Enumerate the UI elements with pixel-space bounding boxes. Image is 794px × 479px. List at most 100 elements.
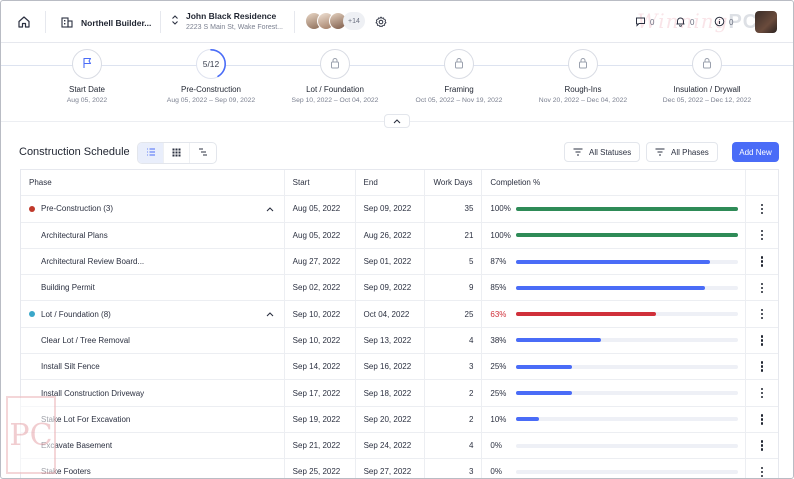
stage-lot-foundation[interactable]: Lot / Foundation Sep 10, 2022 – Oct 04, … — [270, 49, 400, 104]
row-menu-button[interactable] — [746, 275, 778, 300]
table-row[interactable]: Clear Lot / Tree Removal Sep 10, 2022 Sep … — [21, 327, 778, 355]
stage-insulation-drywall[interactable]: Insulation / Drywall Dec 05, 2022 – Dec … — [642, 49, 772, 104]
table-row[interactable]: Architectural Plans Aug 05, 2022 Aug 26, 2… — [21, 222, 778, 249]
completion-cell: 25% — [482, 380, 747, 406]
progress-fill — [516, 312, 657, 317]
work-days-cell: 9 — [425, 275, 483, 301]
status-filter-button[interactable]: All Statuses — [564, 142, 641, 162]
phase-cell: Excavate Basement — [21, 432, 285, 459]
lock-icon — [454, 57, 464, 71]
progress-fill — [516, 259, 710, 264]
phase-cell: Pre-Construction (3) — [21, 196, 285, 222]
messages-button[interactable]: 0 — [635, 16, 654, 29]
stage-label: Insulation / Drywall — [673, 85, 741, 94]
progress-bar — [516, 391, 739, 396]
row-menu-button[interactable] — [746, 407, 778, 432]
completion-percent: 87% — [490, 257, 507, 267]
view-switcher — [137, 142, 217, 164]
col-work-days[interactable]: Work Days — [425, 170, 483, 196]
row-menu-button[interactable] — [746, 223, 778, 248]
phase-cell: Architectural Plans — [21, 222, 285, 248]
table-row[interactable]: Stake Lot For Excavation Sep 19, 2022 Sep … — [21, 406, 778, 433]
row-menu-button[interactable] — [746, 328, 778, 353]
list-view-button[interactable] — [138, 143, 164, 163]
phase-dot — [29, 311, 35, 318]
gantt-view-button[interactable] — [190, 143, 216, 163]
start-cell: Sep 17, 2022 — [285, 380, 356, 406]
stage-circle — [444, 49, 474, 79]
col-phase[interactable]: Phase — [21, 170, 285, 196]
home-icon[interactable] — [17, 15, 31, 29]
row-menu-button[interactable] — [746, 354, 778, 379]
stage-rough-ins[interactable]: Rough-Ins Nov 20, 2022 – Dec 04, 2022 — [518, 49, 648, 104]
end-cell: Sep 16, 2022 — [356, 354, 426, 380]
lock-icon — [330, 57, 340, 71]
completion-cell: 10% — [482, 406, 747, 432]
table-row[interactable]: Install Construction Driveway Sep 17, 202… — [21, 380, 778, 407]
stage-start-date[interactable]: Start Date Aug 05, 2022 — [22, 49, 152, 104]
company-selector[interactable]: Northell Builder... — [61, 15, 151, 30]
progress-bar — [516, 417, 739, 422]
row-menu-button[interactable] — [746, 196, 778, 221]
col-start[interactable]: Start — [285, 170, 356, 196]
phase-name: Architectural Plans — [41, 230, 108, 240]
phase-cell: Building Permit — [21, 275, 285, 301]
col-end[interactable]: End — [356, 170, 426, 196]
table-row[interactable]: Building Permit Sep 02, 2022 Sep 09, 2022 9… — [21, 275, 778, 302]
phase-filter-button[interactable]: All Phases — [646, 142, 718, 162]
alerts-count: 0 — [729, 18, 734, 27]
row-menu-button[interactable] — [746, 380, 778, 405]
progress-bar — [516, 206, 739, 211]
more-vertical-icon — [760, 387, 764, 399]
grid-icon — [172, 148, 181, 159]
stage-pre-construction[interactable]: 5/12 Pre-Construction Aug 05, 2022 – Sep… — [146, 48, 276, 104]
group-row[interactable]: Lot / Foundation (8) Sep 10, 2022 Oct 04, … — [21, 301, 778, 328]
progress-bar — [516, 364, 739, 369]
phase-name: Building Permit — [41, 283, 95, 293]
add-new-button[interactable]: Add New — [732, 142, 779, 162]
project-address: 2223 S Main St, Wake Forest... — [186, 24, 284, 31]
project-selector[interactable]: John Black Residence 2223 S Main St, Wak… — [171, 11, 283, 31]
start-cell: Sep 21, 2022 — [285, 432, 356, 459]
completion-cell: 100% — [482, 196, 747, 222]
start-cell: Aug 27, 2022 — [285, 248, 356, 275]
chevron-up-icon[interactable] — [266, 205, 274, 214]
table-row[interactable]: Architectural Review Board... Aug 27, 202… — [21, 248, 778, 276]
phase-name: Install Construction Driveway — [41, 388, 145, 398]
table-row[interactable]: Stake Footers Sep 25, 2022 Sep 27, 2022 3 0% — [21, 459, 778, 478]
user-avatar[interactable] — [755, 11, 777, 33]
table-row[interactable]: Install Silt Fence Sep 14, 2022 Sep 16, 20… — [21, 354, 778, 381]
chevron-up-icon[interactable] — [266, 310, 274, 319]
completion-percent: 85% — [490, 283, 507, 293]
end-cell: Sep 18, 2022 — [356, 380, 426, 406]
flag-icon — [82, 57, 93, 71]
corner-watermark: PC — [6, 396, 56, 474]
col-completion[interactable]: Completion % — [482, 170, 747, 196]
row-menu-button[interactable] — [746, 249, 778, 274]
row-menu-button[interactable] — [746, 459, 778, 478]
more-vertical-icon — [760, 466, 764, 478]
stage-framing[interactable]: Framing Oct 05, 2022 – Nov 19, 2022 — [394, 49, 524, 104]
progress-fill — [516, 338, 601, 343]
gear-icon[interactable] — [375, 15, 389, 29]
more-vertical-icon — [760, 282, 764, 294]
row-menu-button[interactable] — [746, 301, 778, 326]
project-title: John Black Residence — [186, 11, 277, 21]
notifications-button[interactable]: 0 — [675, 16, 694, 29]
alerts-button[interactable]: 0 — [714, 16, 733, 29]
progress-fill — [516, 285, 706, 290]
table-row[interactable]: Excavate Basement Sep 21, 2022 Sep 24, 202… — [21, 432, 778, 460]
start-cell: Aug 05, 2022 — [285, 222, 356, 248]
phase-name: Stake Lot For Excavation — [41, 414, 131, 424]
start-cell: Sep 19, 2022 — [285, 406, 356, 432]
row-menu-button[interactable] — [746, 433, 778, 458]
group-row[interactable]: Pre-Construction (3) Aug 05, 2022 Sep 09, … — [21, 196, 778, 223]
grid-view-button[interactable] — [164, 143, 190, 163]
filter-icon — [573, 148, 583, 156]
team-avatars[interactable]: +14 — [305, 12, 365, 30]
work-days-cell: 4 — [425, 432, 483, 459]
schedule-title: Construction Schedule — [19, 146, 130, 158]
collapse-timeline-button[interactable] — [384, 114, 410, 128]
stage-circle — [72, 49, 102, 79]
